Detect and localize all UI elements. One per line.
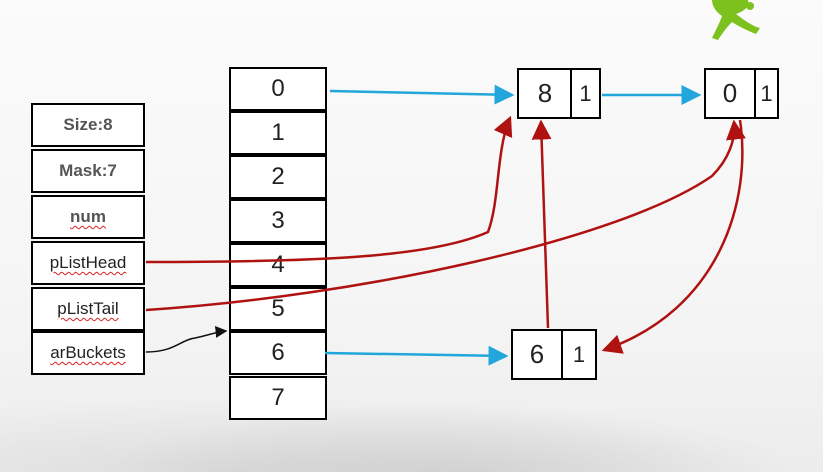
bucket-2: 2 xyxy=(229,155,327,199)
arrow-arbuckets-to-buckets xyxy=(145,325,228,353)
bucket-5: 5 xyxy=(229,287,327,331)
arrow-plisthead-to-node8 xyxy=(145,115,513,264)
arrow-bucket6-to-node6 xyxy=(324,345,509,366)
bucket-0: 0 xyxy=(229,67,327,111)
bucket-6: 6 xyxy=(229,331,327,375)
node-6-value: 1 xyxy=(561,329,597,380)
bucket-1: 1 xyxy=(229,111,327,155)
header-plisttail: pListTail xyxy=(31,287,145,331)
arrow-node6-to-node8 xyxy=(531,119,552,329)
node-0-value: 1 xyxy=(754,68,779,119)
bucket-7: 7 xyxy=(229,376,327,420)
background-splash xyxy=(0,382,823,472)
header-plisthead: pListHead xyxy=(31,241,145,285)
header-arbuckets: arBuckets xyxy=(31,331,145,375)
bucket-3: 3 xyxy=(229,199,327,243)
node-0-key: 0 xyxy=(704,68,756,119)
bucket-4: 4 xyxy=(229,243,327,287)
arrow-node0-to-node6 xyxy=(601,119,744,354)
arrow-bucket0-to-node8 xyxy=(329,84,515,105)
header-num: num xyxy=(31,195,145,239)
arrow-plisttail-to-node0 xyxy=(145,119,746,312)
header-size: Size:8 xyxy=(31,103,145,147)
node-6-key: 6 xyxy=(511,329,563,380)
header-mask: Mask:7 xyxy=(31,149,145,193)
node-8-value: 1 xyxy=(570,68,601,119)
